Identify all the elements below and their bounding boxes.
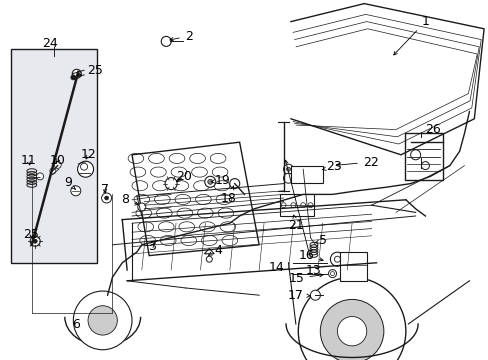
- Text: 18: 18: [221, 186, 236, 204]
- Text: 15: 15: [288, 272, 322, 285]
- Circle shape: [78, 161, 93, 177]
- Circle shape: [72, 69, 81, 78]
- Text: 17: 17: [287, 289, 309, 302]
- Circle shape: [206, 256, 212, 262]
- Circle shape: [30, 236, 40, 246]
- Circle shape: [71, 186, 81, 196]
- FancyBboxPatch shape: [11, 49, 97, 263]
- Text: 11: 11: [20, 154, 36, 167]
- Circle shape: [138, 203, 145, 211]
- Text: 4: 4: [208, 244, 222, 257]
- Text: 1: 1: [393, 15, 428, 55]
- Text: 9: 9: [64, 176, 75, 189]
- Text: 25: 25: [78, 64, 102, 77]
- Text: 23: 23: [322, 160, 341, 173]
- Text: 22: 22: [336, 156, 378, 168]
- Text: 2: 2: [169, 30, 192, 42]
- Circle shape: [165, 177, 177, 190]
- Circle shape: [310, 290, 320, 300]
- Circle shape: [81, 163, 87, 170]
- Text: 19: 19: [211, 174, 230, 187]
- Text: 16: 16: [298, 249, 323, 262]
- Text: 25: 25: [23, 228, 39, 240]
- Text: 14: 14: [268, 261, 284, 274]
- Text: 7: 7: [101, 183, 108, 195]
- Circle shape: [161, 36, 171, 46]
- FancyBboxPatch shape: [339, 252, 366, 281]
- Circle shape: [283, 164, 293, 174]
- Circle shape: [300, 203, 305, 208]
- Circle shape: [421, 162, 428, 170]
- Circle shape: [337, 316, 366, 346]
- Circle shape: [307, 203, 312, 208]
- Circle shape: [330, 252, 344, 266]
- Text: 3: 3: [147, 240, 155, 253]
- Circle shape: [104, 196, 108, 200]
- Text: 12: 12: [81, 148, 96, 161]
- FancyBboxPatch shape: [279, 194, 313, 216]
- FancyBboxPatch shape: [290, 166, 322, 183]
- Circle shape: [102, 193, 111, 203]
- Circle shape: [290, 203, 295, 208]
- Circle shape: [286, 167, 290, 171]
- Circle shape: [334, 256, 340, 262]
- Text: 5: 5: [315, 234, 326, 247]
- Text: 13: 13: [284, 160, 321, 276]
- Text: 24: 24: [42, 37, 58, 50]
- Circle shape: [410, 150, 420, 160]
- Text: 21: 21: [288, 215, 304, 231]
- Circle shape: [229, 179, 239, 189]
- Text: 6: 6: [72, 318, 80, 330]
- Text: 26: 26: [425, 123, 440, 136]
- Circle shape: [298, 278, 405, 360]
- Circle shape: [320, 300, 383, 360]
- FancyBboxPatch shape: [404, 133, 442, 180]
- Text: 10: 10: [50, 154, 65, 167]
- Circle shape: [54, 161, 61, 168]
- Circle shape: [330, 271, 334, 276]
- Circle shape: [37, 173, 43, 180]
- Text: 20: 20: [176, 170, 191, 183]
- Circle shape: [71, 75, 76, 80]
- Circle shape: [73, 291, 132, 350]
- Circle shape: [88, 306, 117, 335]
- Circle shape: [281, 203, 285, 208]
- Circle shape: [204, 176, 215, 187]
- Circle shape: [33, 239, 37, 243]
- Circle shape: [283, 173, 293, 183]
- Circle shape: [207, 179, 212, 184]
- Circle shape: [328, 270, 336, 278]
- Circle shape: [50, 168, 56, 174]
- Text: 8: 8: [121, 193, 138, 206]
